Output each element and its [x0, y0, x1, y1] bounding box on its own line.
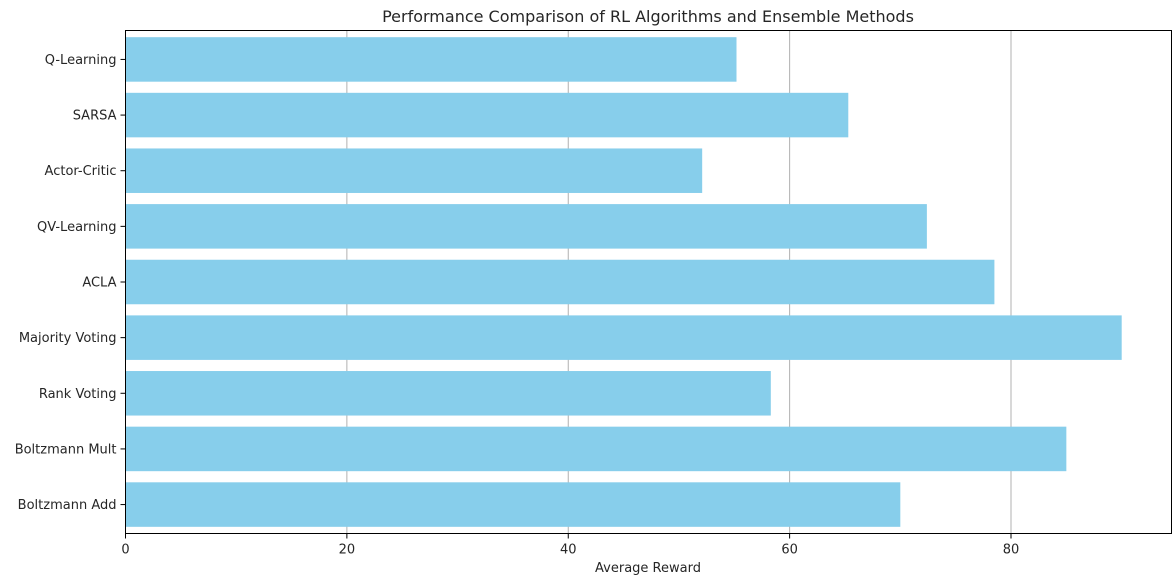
- y-tick-label: Q-Learning: [45, 53, 117, 68]
- y-tick-label: QV-Learning: [37, 220, 117, 235]
- bar-majority-voting: [125, 315, 1122, 360]
- bar-boltzmann-mult: [125, 426, 1067, 472]
- y-tick-label: SARSA: [73, 109, 117, 124]
- x-tick-label: 40: [560, 543, 577, 558]
- bar-qv-learning: [125, 204, 927, 249]
- y-axis-ticks: Q-Learning SARSA Actor-Critic QV-Learning AC…: [15, 53, 126, 513]
- y-tick-label: Actor-Critic: [45, 164, 117, 179]
- y-tick-label: Rank Voting: [39, 387, 117, 402]
- x-axis-label: Average Reward: [595, 561, 701, 576]
- bar-sarsa: [125, 92, 849, 138]
- x-tick-label: 80: [1003, 543, 1020, 558]
- y-tick-label: Boltzmann Add: [18, 498, 117, 513]
- bar-actor-critic: [125, 148, 703, 193]
- y-tick-label: Majority Voting: [19, 331, 117, 346]
- bar-q-learning: [125, 37, 737, 82]
- bars: [125, 37, 1122, 527]
- chart-title: Performance Comparison of RL Algorithms …: [382, 7, 914, 26]
- bar-rank-voting: [125, 371, 771, 416]
- y-tick-label: ACLA: [82, 276, 116, 291]
- x-tick-label: 20: [339, 543, 356, 558]
- x-tick-label: 60: [781, 543, 798, 558]
- y-tick-label: Boltzmann Mult: [15, 442, 117, 457]
- bar-boltzmann-add: [125, 482, 901, 527]
- bar-acla: [125, 259, 995, 305]
- x-tick-label: 0: [121, 543, 129, 558]
- x-axis-ticks: 0 20 40 60 80: [121, 533, 1020, 558]
